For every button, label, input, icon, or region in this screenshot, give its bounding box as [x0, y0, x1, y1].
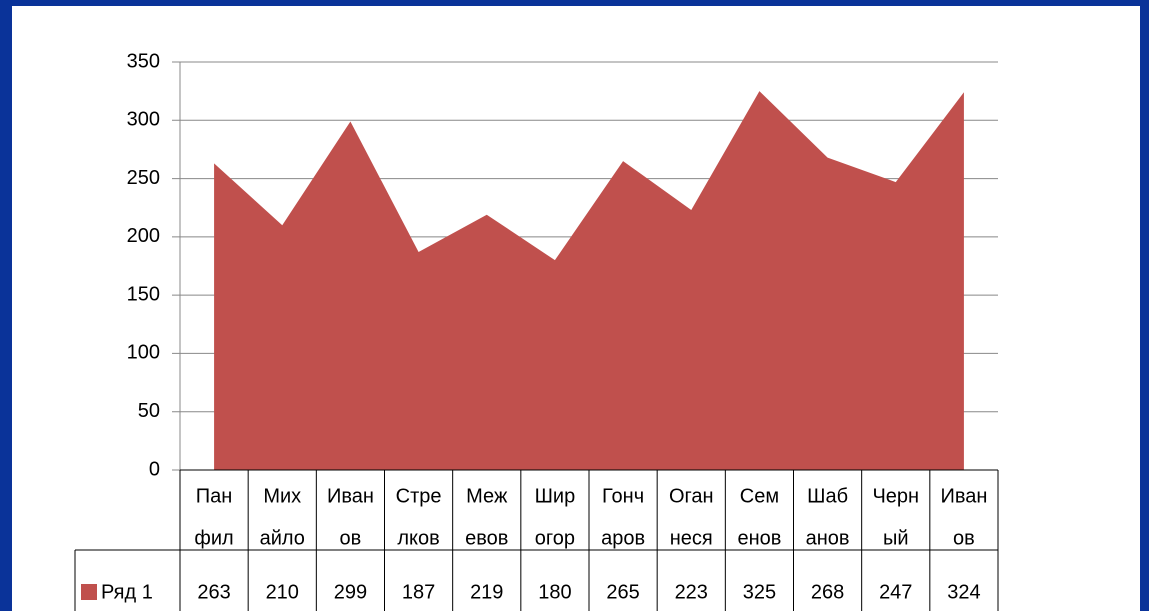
x-tick-label: анов: [806, 527, 850, 549]
legend-label: Ряд 1: [101, 581, 153, 603]
table-value: 210: [266, 581, 299, 603]
x-tick-label: Сем: [740, 485, 779, 507]
table-value: 263: [197, 581, 230, 603]
y-tick-label: 50: [138, 400, 160, 422]
x-tick-label: айло: [260, 527, 305, 549]
x-tick-label: лков: [397, 527, 439, 549]
x-tick-label: Мих: [263, 485, 301, 507]
table-value: 265: [606, 581, 639, 603]
legend-swatch: [81, 584, 97, 600]
table-value: 324: [947, 581, 980, 603]
y-tick-label: 200: [127, 225, 160, 247]
x-tick-label: ов: [340, 527, 362, 549]
x-tick-label: Гонч: [602, 485, 644, 507]
x-tick-label: енов: [737, 527, 781, 549]
x-tick-label: Оган: [669, 485, 714, 507]
table-value: 187: [402, 581, 435, 603]
x-tick-label: Шаб: [807, 485, 848, 507]
area: [214, 91, 964, 471]
x-tick-label: огор: [535, 527, 575, 549]
y-tick-label: 0: [149, 458, 160, 480]
x-tick-label: Иван: [940, 485, 987, 507]
x-tick-label: Шир: [535, 485, 576, 507]
x-tick-label: Черн: [872, 485, 919, 507]
table-value: 268: [811, 581, 844, 603]
table-value: 219: [470, 581, 503, 603]
x-tick-label: евов: [465, 527, 508, 549]
y-tick-label: 150: [127, 283, 160, 305]
x-tick-label: фил: [194, 527, 233, 549]
x-tick-label: Пан: [196, 485, 233, 507]
y-tick-label: 100: [127, 342, 160, 364]
x-tick-label: Иван: [327, 485, 374, 507]
table-value: 299: [334, 581, 367, 603]
y-tick-label: 250: [127, 167, 160, 189]
table-value: 325: [743, 581, 776, 603]
table-value: 180: [538, 581, 571, 603]
x-tick-label: ов: [953, 527, 975, 549]
x-tick-label: Меж: [466, 485, 508, 507]
y-tick-label: 300: [127, 109, 160, 131]
table-value: 223: [675, 581, 708, 603]
x-tick-label: неся: [670, 527, 713, 549]
x-tick-label: аров: [601, 527, 645, 549]
x-tick-label: Стре: [396, 485, 442, 507]
x-tick-label: ый: [883, 527, 909, 549]
y-tick-label: 350: [127, 50, 160, 72]
table-value: 247: [879, 581, 912, 603]
